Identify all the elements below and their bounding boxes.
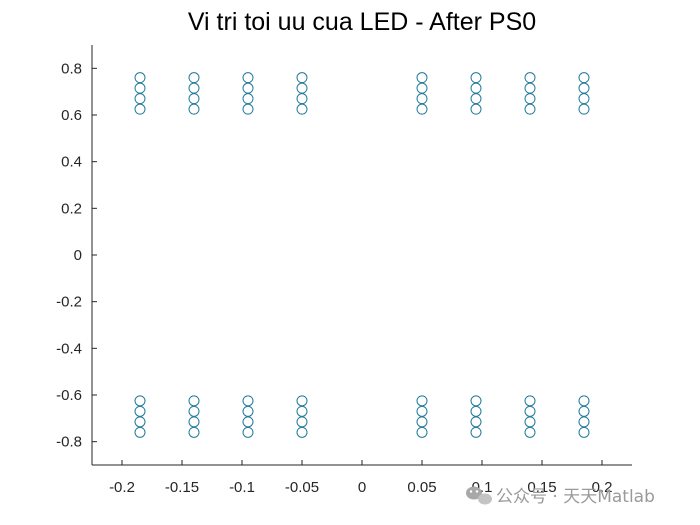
data-point xyxy=(470,103,482,115)
data-point xyxy=(296,103,308,115)
data-point xyxy=(242,405,254,417)
data-point xyxy=(524,405,536,417)
data-point xyxy=(416,426,428,438)
data-point xyxy=(242,416,254,428)
x-tick-label: -0.1 xyxy=(229,479,255,496)
x-tick-label: 0 xyxy=(358,479,366,496)
data-point xyxy=(416,93,428,105)
data-point xyxy=(296,72,308,84)
data-point xyxy=(578,93,590,105)
y-tick-label: -0.8 xyxy=(56,434,82,451)
data-point xyxy=(578,405,590,417)
data-point xyxy=(524,395,536,407)
data-point xyxy=(416,405,428,417)
y-tick-label: 0 xyxy=(74,247,82,264)
data-point xyxy=(416,103,428,115)
data-point xyxy=(188,426,200,438)
data-point xyxy=(470,405,482,417)
data-point xyxy=(578,72,590,84)
data-point xyxy=(242,426,254,438)
y-tick-label: 0.2 xyxy=(61,200,82,217)
data-point xyxy=(134,395,146,407)
y-tick-label: -0.4 xyxy=(56,340,82,357)
data-point xyxy=(416,416,428,428)
data-point xyxy=(296,426,308,438)
watermark-text: 公众号 · 天天Matlab xyxy=(496,487,655,507)
data-point xyxy=(188,72,200,84)
data-point xyxy=(470,93,482,105)
data-point xyxy=(524,82,536,94)
data-point xyxy=(578,395,590,407)
data-point xyxy=(524,93,536,105)
data-point xyxy=(242,93,254,105)
y-tick-label: -0.6 xyxy=(56,387,82,404)
y-tick-label: -0.2 xyxy=(56,294,82,311)
data-point xyxy=(524,416,536,428)
data-point xyxy=(578,103,590,115)
data-point xyxy=(188,405,200,417)
data-point xyxy=(296,405,308,417)
data-point xyxy=(242,395,254,407)
y-tick-label: 0.4 xyxy=(61,154,82,171)
wechat-icon xyxy=(466,486,492,505)
data-point xyxy=(134,426,146,438)
y-tick-label: 0.8 xyxy=(61,60,82,77)
data-point xyxy=(134,405,146,417)
data-point xyxy=(188,93,200,105)
data-point xyxy=(416,395,428,407)
data-point xyxy=(188,82,200,94)
watermark: 公众号 · 天天Matlab xyxy=(466,486,655,507)
x-tick-label: 0.15 xyxy=(527,479,556,496)
data-point xyxy=(470,72,482,84)
x-tick-label: 0.05 xyxy=(407,479,436,496)
plot-area: -0.2 -0.15 -0.1 -0.05 0 0.05 0.1 0.15 0.2-0.8-0.… xyxy=(56,45,632,496)
data-point xyxy=(416,82,428,94)
data-point xyxy=(578,426,590,438)
data-point xyxy=(296,416,308,428)
data-point xyxy=(134,82,146,94)
x-tick-label: -0.05 xyxy=(285,479,319,496)
data-point xyxy=(296,93,308,105)
data-point xyxy=(524,103,536,115)
data-point xyxy=(470,395,482,407)
data-point xyxy=(134,416,146,428)
data-point xyxy=(578,82,590,94)
data-point xyxy=(416,72,428,84)
data-point xyxy=(188,103,200,115)
data-point xyxy=(134,72,146,84)
data-point xyxy=(134,93,146,105)
data-point xyxy=(188,395,200,407)
data-point xyxy=(296,82,308,94)
x-tick-label: 0.2 xyxy=(592,479,613,496)
data-point xyxy=(188,416,200,428)
chart-title: Vi tri toi uu cua LED - After PS0 xyxy=(188,8,536,36)
data-point xyxy=(524,426,536,438)
data-point xyxy=(134,103,146,115)
data-point xyxy=(470,426,482,438)
y-tick-label: 0.6 xyxy=(61,107,82,124)
data-point xyxy=(242,103,254,115)
x-tick-label: -0.15 xyxy=(165,479,199,496)
data-point xyxy=(296,395,308,407)
data-point xyxy=(470,416,482,428)
data-point xyxy=(242,72,254,84)
data-point xyxy=(470,82,482,94)
data-point xyxy=(578,416,590,428)
data-point xyxy=(242,82,254,94)
data-point xyxy=(524,72,536,84)
x-tick-label: -0.2 xyxy=(109,479,135,496)
